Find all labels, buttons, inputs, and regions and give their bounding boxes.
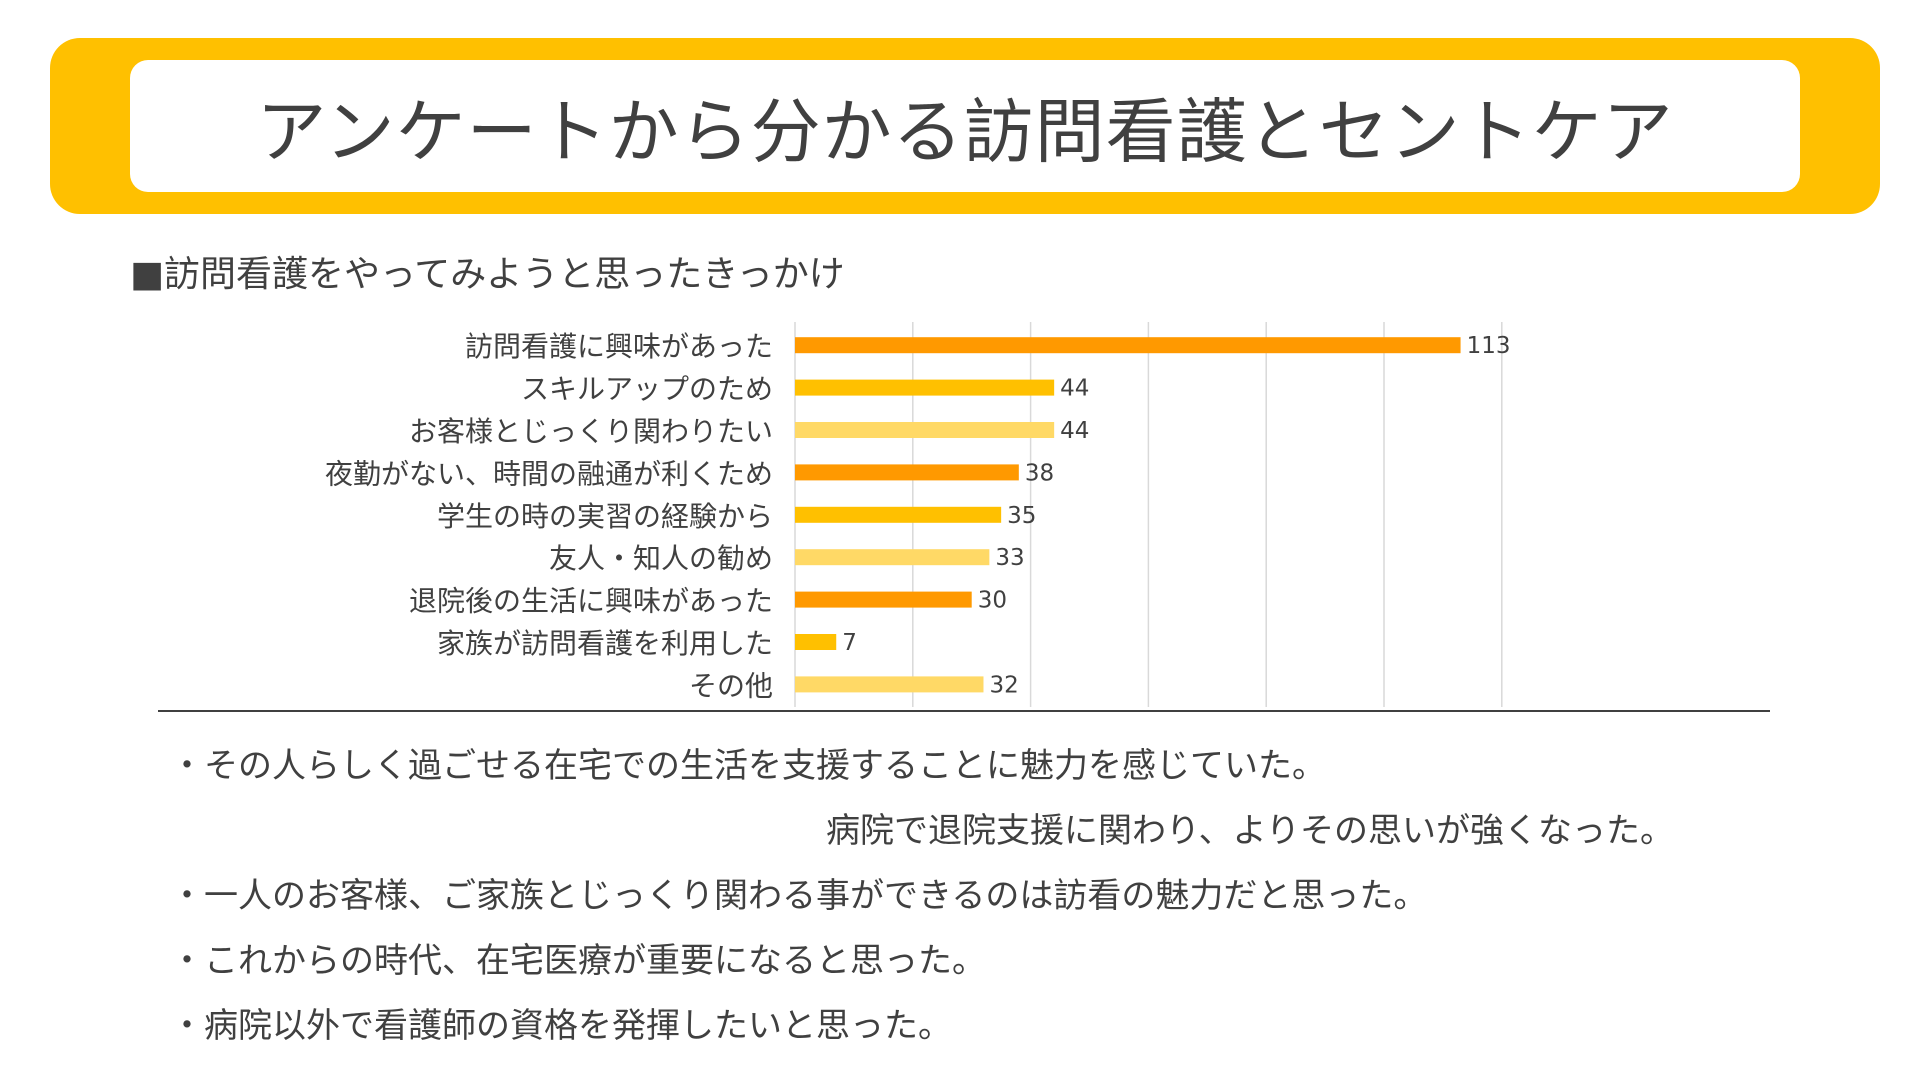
comment-3: ・これからの時代、在宅医療が重要になると思った。 (170, 941, 986, 981)
comment-4: ・病院以外で看護師の資格を発揮したいと思った。 (170, 1006, 952, 1046)
category-label: その他 (689, 669, 773, 702)
comment-1-continued: 病院で退院支援に関わり、よりその思いが強くなった。 (826, 811, 1674, 851)
data-label: 7 (842, 630, 857, 656)
title-banner: アンケートから分かる訪問看護とセントケア (50, 38, 1880, 214)
data-label: 35 (1007, 503, 1036, 529)
comment-1: ・その人らしく過ごせる在宅での生活を支援することに魅力を感じていた。 (170, 746, 1326, 786)
data-label: 38 (1025, 460, 1054, 486)
category-label: 夜勤がない、時間の融通が利くため (325, 457, 773, 490)
bar-chart: 訪問看護に興味があった 113 スキルアップのため 44 お客様とじっくり関わりたい 44… (158, 322, 1770, 712)
bar (795, 549, 990, 566)
category-label: 友人・知人の勧め (549, 542, 773, 575)
title-box: アンケートから分かる訪問看護とセントケア (130, 60, 1800, 192)
bar (795, 634, 837, 650)
category-label: スキルアップのため (521, 373, 773, 406)
data-label: 113 (1467, 333, 1511, 359)
bar (795, 676, 984, 693)
bar (795, 464, 1019, 481)
data-label: 44 (1060, 376, 1089, 402)
bar (795, 379, 1055, 396)
category-label: 学生の時の実習の経験から (437, 500, 773, 533)
data-label: 30 (978, 588, 1007, 614)
page-title: アンケートから分かる訪問看護とセントケア (256, 90, 1674, 173)
category-label: お客様とじっくり関わりたい (409, 415, 773, 448)
category-label: 家族が訪問看護を利用した (437, 627, 773, 660)
bar (795, 591, 972, 608)
bar (795, 422, 1055, 438)
section-heading: ■訪問看護をやってみようと思ったきっかけ (130, 254, 845, 295)
data-label: 44 (1060, 418, 1089, 444)
category-label: 訪問看護に興味があった (465, 330, 773, 363)
bar (795, 506, 1002, 523)
data-label: 33 (995, 545, 1024, 571)
category-label: 退院後の生活に興味があった (409, 585, 773, 618)
comment-2: ・一人のお客様、ご家族とじっくり関わる事ができるのは訪看の魅力だと思った。 (170, 876, 1428, 916)
bar (795, 337, 1461, 354)
data-label: 32 (989, 672, 1018, 698)
